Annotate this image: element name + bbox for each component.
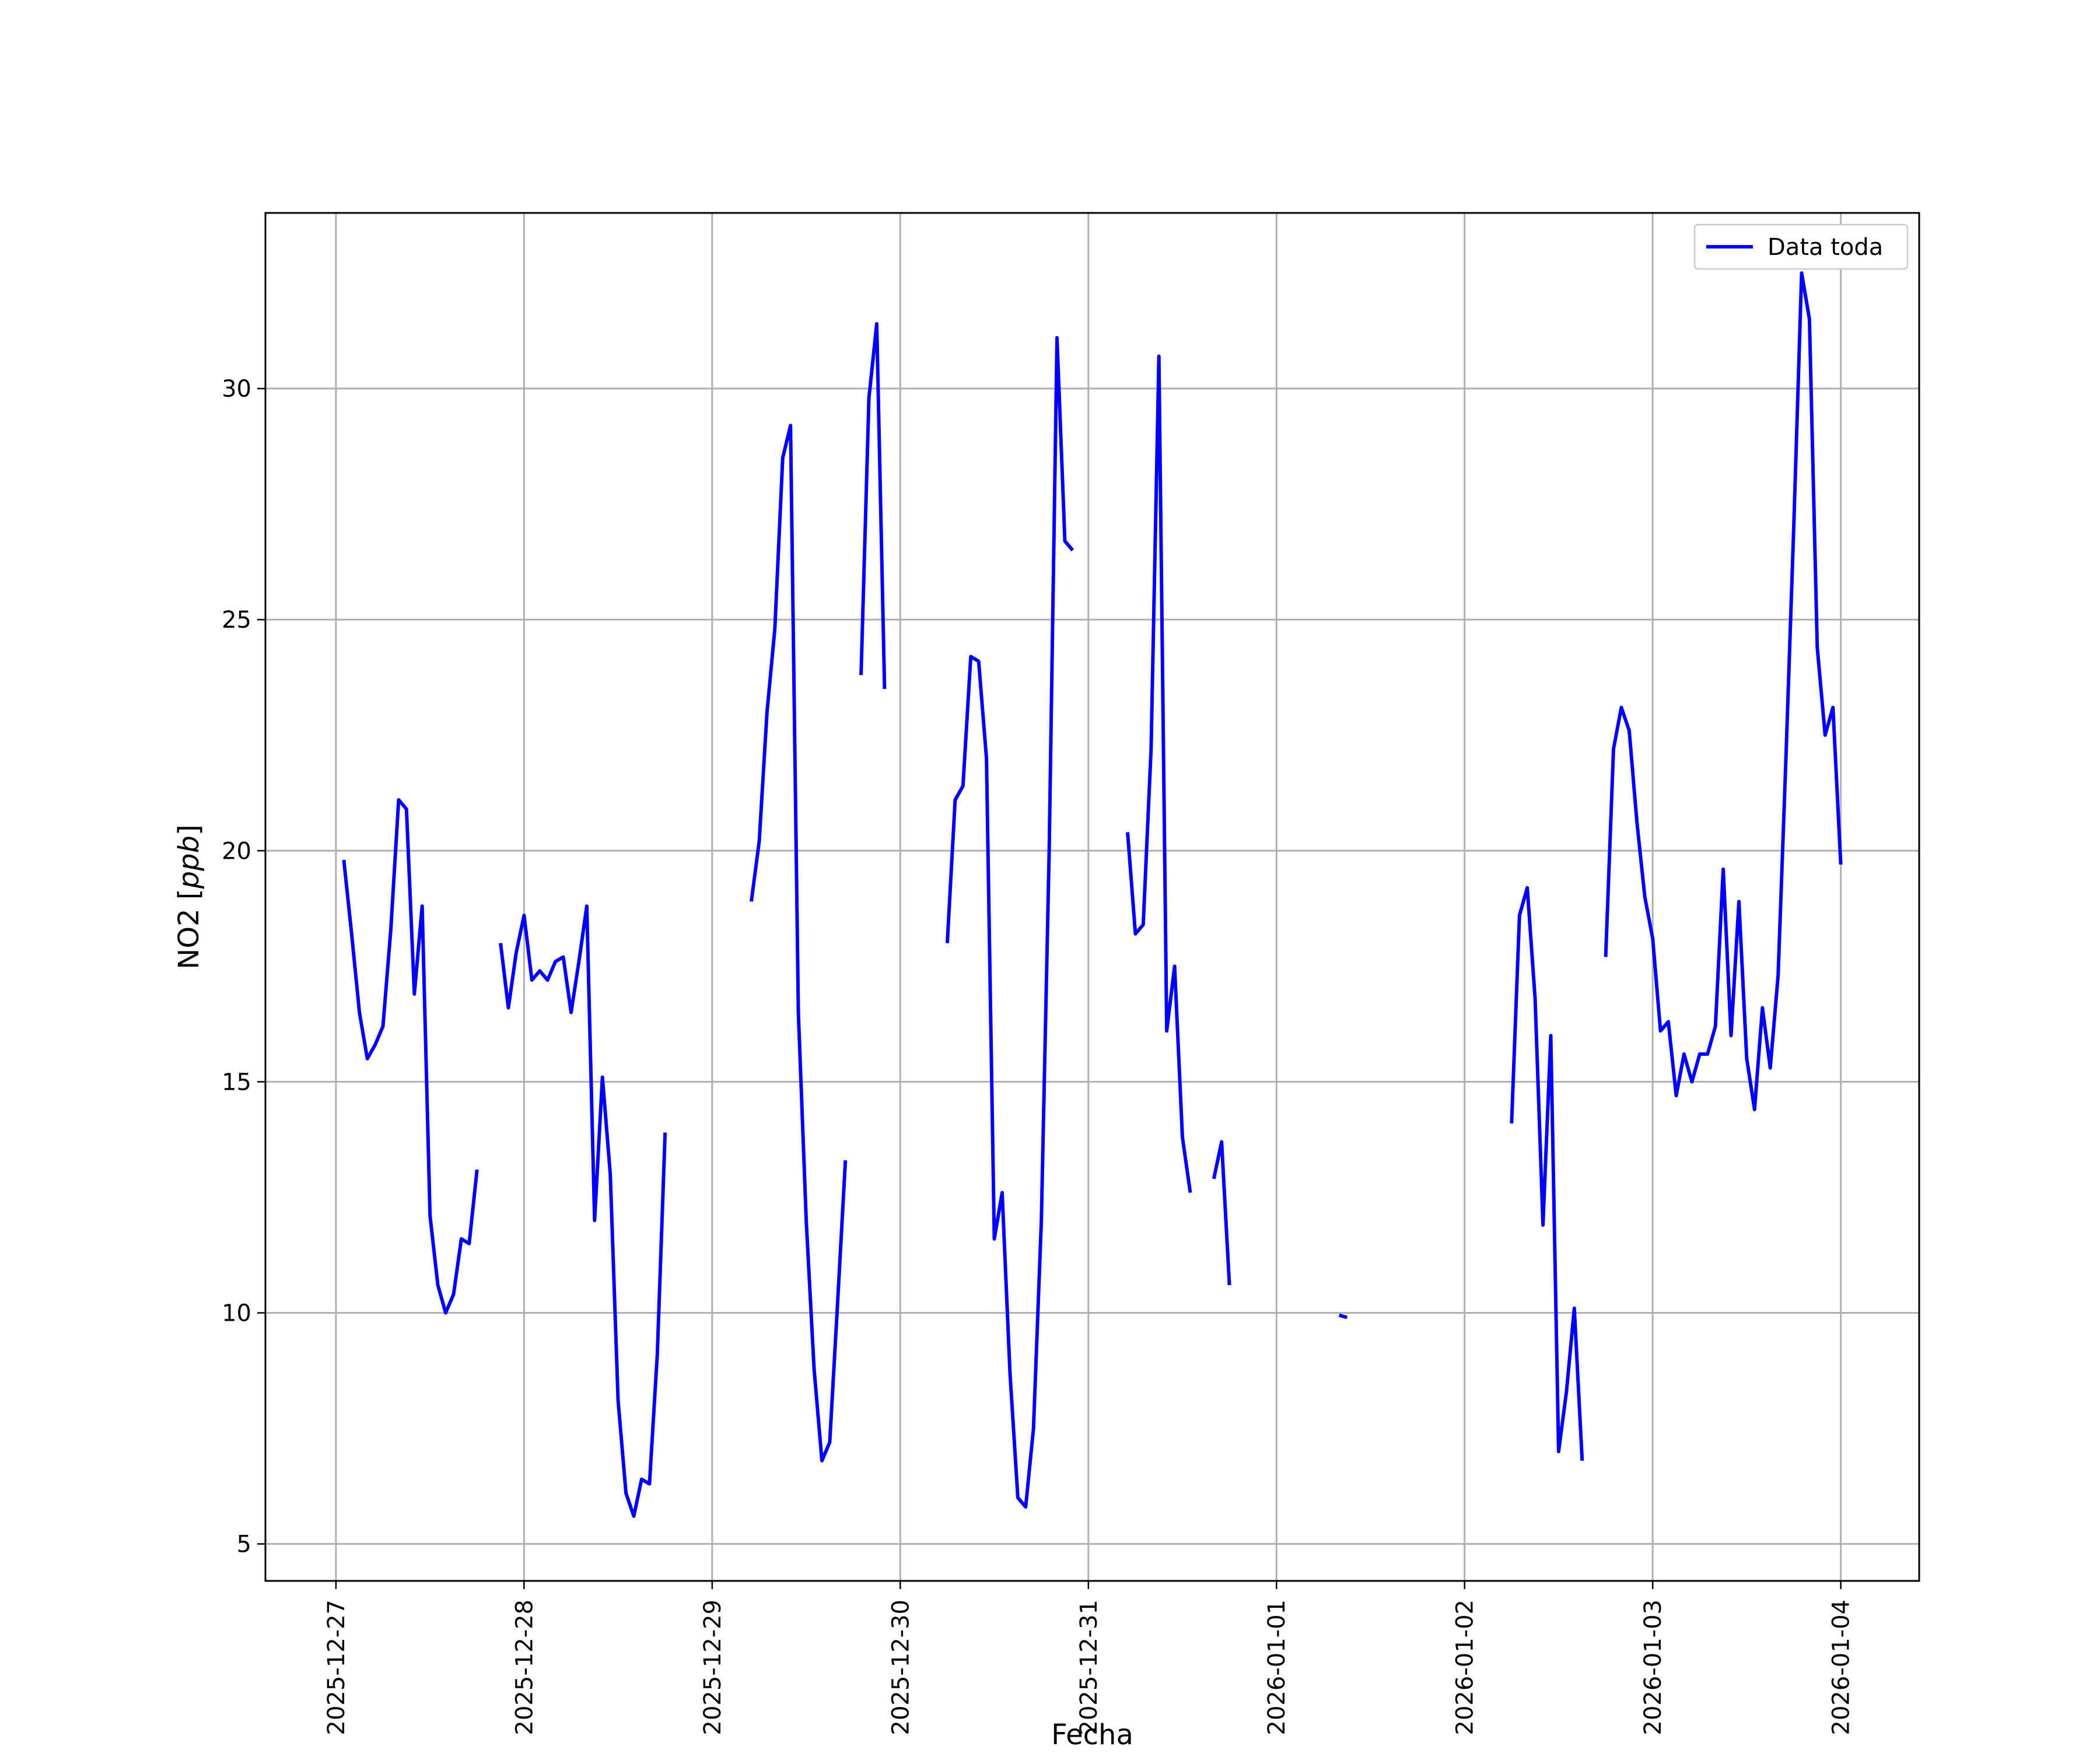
series-line-segment-5 [1126, 354, 1192, 1193]
legend-label: Data toda [1768, 234, 1883, 261]
legend: Data toda [1693, 223, 1909, 270]
x-tick-label-1: 2025-12-28 [511, 1600, 538, 1735]
y-tick-label-3: 20 [222, 838, 251, 865]
plot-frame [264, 212, 1920, 1582]
series-line-segment-6 [1212, 1140, 1231, 1286]
x-tick-label-0: 2025-12-27 [323, 1600, 350, 1735]
series-line-segment-2 [750, 424, 848, 1462]
y-axis-title: NO2 [ppb] [173, 824, 205, 969]
series-line-segment-8 [1510, 886, 1584, 1461]
x-tick-label-5: 2026-01-01 [1264, 1600, 1290, 1735]
grid-layer [265, 213, 1919, 1581]
x-tick-label-7: 2026-01-03 [1640, 1600, 1667, 1735]
series-line-segment-7 [1338, 1313, 1348, 1320]
y-axis-title-suffix: ] [173, 824, 205, 835]
y-axis-ticks: 5 10 15 20 25 30 [222, 376, 265, 1558]
y-tick-label-1: 10 [222, 1300, 251, 1327]
x-axis-title: Fecha [1051, 1719, 1133, 1750]
x-tick-label-4: 2025-12-31 [1076, 1600, 1102, 1735]
y-tick-label-4: 25 [222, 607, 251, 634]
y-axis-title-unit: ppb [173, 835, 205, 889]
y-tick-label-5: 30 [222, 376, 251, 403]
series-line-segment-3 [859, 322, 887, 690]
x-tick-label-3: 2025-12-30 [887, 1600, 914, 1735]
axes-layer [264, 212, 1920, 1582]
y-tick-label-2: 15 [222, 1069, 251, 1096]
x-tick-label-6: 2026-01-02 [1452, 1600, 1479, 1735]
series-line-segment-1 [499, 904, 667, 1518]
y-tick-label-0: 5 [237, 1531, 251, 1558]
series-layer [342, 271, 1843, 1518]
series-line-segment-4 [945, 335, 1074, 1509]
series-line-segment-0 [342, 798, 479, 1315]
series-line-segment-9 [1604, 271, 1843, 1111]
x-axis-ticks: 2025-12-27 2025-12-28 2025-12-29 2025-12-30… [323, 1581, 1855, 1735]
y-axis-title-prefix: NO2 [ [173, 888, 205, 969]
legend-box [1693, 223, 1909, 270]
x-tick-label-2: 2025-12-29 [699, 1600, 726, 1735]
x-tick-label-8: 2026-01-04 [1828, 1600, 1855, 1735]
